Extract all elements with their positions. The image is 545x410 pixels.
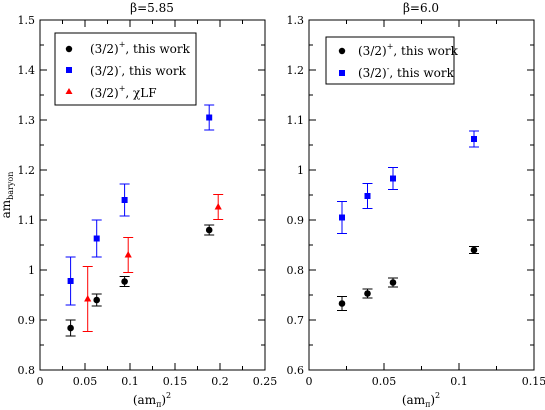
chart-left: β=5.85 0 0.05 0.1 0.15 0.2 0.25 0.8 0.9 1 1.1 1.2 1… bbox=[0, 1, 277, 409]
chart-left-ytick-label: 1.1 bbox=[18, 214, 36, 227]
chart-left-legend: (3/2)+, this work (3/2)-, this work (3/2… bbox=[54, 32, 197, 106]
chart-left-series-2-point-1 bbox=[124, 251, 132, 258]
chart-left-xtick-label: 0.15 bbox=[163, 375, 188, 388]
chart-right-ytick-label: 1.1 bbox=[287, 114, 305, 127]
chart-left-ticks: 0 0.05 0.1 0.15 0.2 0.25 0.8 0.9 1 1.1 1.2 1.3 1.4 1.… bbox=[18, 14, 278, 388]
legend-left-1-label: (3/2)-, this work bbox=[90, 62, 187, 78]
chart-left-ytick-label: 0.9 bbox=[18, 314, 36, 327]
chart-left-series-2-point-2 bbox=[214, 203, 222, 210]
chart-left-series-1-point-3 bbox=[206, 114, 213, 121]
chart-left-series-1-point-1 bbox=[93, 235, 100, 242]
chart-left-title: β=5.85 bbox=[130, 1, 174, 15]
chart-right-series-1-point-1 bbox=[364, 193, 371, 199]
chart-left-xtick-label: 0.25 bbox=[253, 375, 278, 388]
legend-right-0-label: (3/2)+, this work bbox=[358, 42, 459, 58]
chart-left-ylabel: ambaryon bbox=[0, 172, 15, 219]
chart-right-series-0-point-2 bbox=[389, 279, 397, 286]
legend-left-0-marker bbox=[65, 45, 73, 53]
chart-left-series-0-point-3 bbox=[205, 226, 213, 234]
chart-right-xlabel: (amπ)2 bbox=[402, 391, 440, 409]
chart-right-legend-box bbox=[325, 36, 455, 85]
chart-right-xtick-label: 0.1 bbox=[450, 375, 468, 388]
chart-left-ytick-label: 1.4 bbox=[18, 64, 36, 77]
chart-left-series-1-point-2 bbox=[121, 197, 128, 203]
chart-right-ytick-label: 1 bbox=[297, 164, 304, 177]
legend-left-2-label: (3/2)+, χLF bbox=[90, 84, 157, 100]
chart-right-series-1-point-3 bbox=[471, 136, 477, 142]
legend-left-0-label: (3/2)+, this work bbox=[90, 40, 191, 56]
chart-left-series-0-point-0 bbox=[67, 324, 74, 332]
chart-left-ytick-label: 1.5 bbox=[18, 14, 36, 27]
legend-left-2-marker bbox=[65, 88, 73, 94]
chart-left-xtick-label: 0 bbox=[37, 375, 44, 388]
chart-right-ticks: 0 0.05 0.1 0.15 0.6 0.7 0.8 0.9 1 1.1 1.2 1.3 bbox=[287, 14, 545, 388]
legend-left-1-marker bbox=[66, 67, 72, 73]
chart-left-marks bbox=[65, 104, 224, 337]
chart-left-series-0-point-2 bbox=[121, 278, 128, 285]
chart-right-ytick-label: 1.3 bbox=[287, 14, 305, 27]
chart-right-ytick-label: 1.2 bbox=[287, 64, 305, 77]
chart-left-xtick-label: 0.1 bbox=[121, 375, 139, 388]
chart-right-marks bbox=[337, 130, 479, 311]
chart-right-ytick-label: 0.9 bbox=[287, 214, 305, 227]
chart-right-xtick-label: 0.15 bbox=[522, 375, 545, 388]
chart-left-xlabel: (amπ)2 bbox=[133, 391, 171, 409]
chart-right: β=6.0 0 0.05 0.1 0.15 0.6 0.7 0.8 0.9 1 1.1 1.2 1.3… bbox=[287, 1, 545, 409]
chart-left-xtick-label: 0.2 bbox=[211, 375, 229, 388]
legend-right-1-label: (3/2)-, this work bbox=[358, 64, 455, 80]
chart-left-series-1-point-0 bbox=[67, 278, 74, 284]
legend-right-0-marker bbox=[338, 47, 346, 55]
chart-left-ytick-label: 0.8 bbox=[18, 364, 36, 377]
chart-right-series-1-point-0 bbox=[339, 214, 345, 221]
chart-left-series-0-point-1 bbox=[93, 296, 100, 304]
chart-left-xtick-label: 0.05 bbox=[73, 375, 98, 388]
chart-right-xtick-label: 0.05 bbox=[372, 375, 397, 388]
chart-right-ytick-label: 0.7 bbox=[287, 314, 305, 327]
chart-left-legend-box bbox=[54, 32, 197, 106]
chart-left-ytick-label: 1 bbox=[28, 264, 35, 277]
chart-right-xtick-label: 0 bbox=[306, 375, 313, 388]
chart-right-series-0-point-1 bbox=[364, 290, 371, 297]
chart-right-series-0-point-3 bbox=[470, 246, 478, 254]
legend-right-1-marker bbox=[339, 70, 345, 76]
chart-right-ytick-label: 0.8 bbox=[287, 264, 305, 277]
chart-right-series-0-point-0 bbox=[338, 300, 346, 307]
chart-left-series-2-point-0 bbox=[84, 295, 92, 302]
chart-left-ytick-label: 1.2 bbox=[18, 164, 36, 177]
chart-left-ytick-label: 1.3 bbox=[18, 114, 36, 127]
chart-right-title: β=6.0 bbox=[403, 1, 439, 15]
chart-right-ytick-label: 0.6 bbox=[287, 364, 305, 377]
chart-right-legend: (3/2)+, this work (3/2)-, this work bbox=[325, 36, 459, 85]
chart-right-series-1-point-2 bbox=[390, 175, 396, 182]
